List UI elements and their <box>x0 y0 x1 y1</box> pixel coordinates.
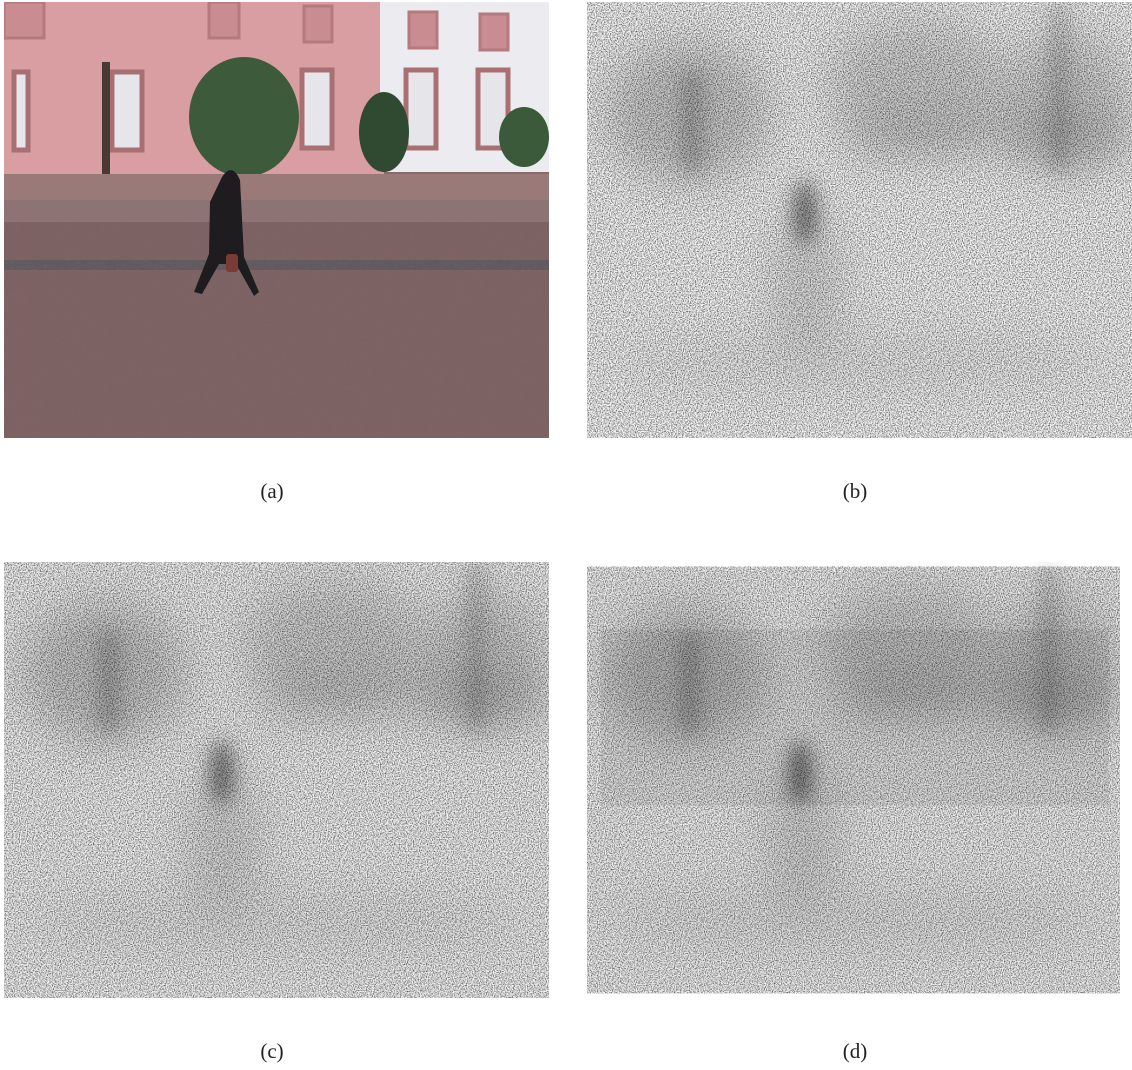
panel-label: (c) <box>260 1039 283 1063</box>
photo <box>4 2 549 438</box>
map-c <box>4 562 549 998</box>
panel-label: (a) <box>260 479 283 503</box>
map-b <box>587 2 1132 438</box>
map-d <box>587 567 1120 993</box>
figure: (a) (b) (c) (d) <box>0 0 1132 1070</box>
panel-label: (b) <box>843 479 868 503</box>
panel-label: (d) <box>843 1039 868 1063</box>
